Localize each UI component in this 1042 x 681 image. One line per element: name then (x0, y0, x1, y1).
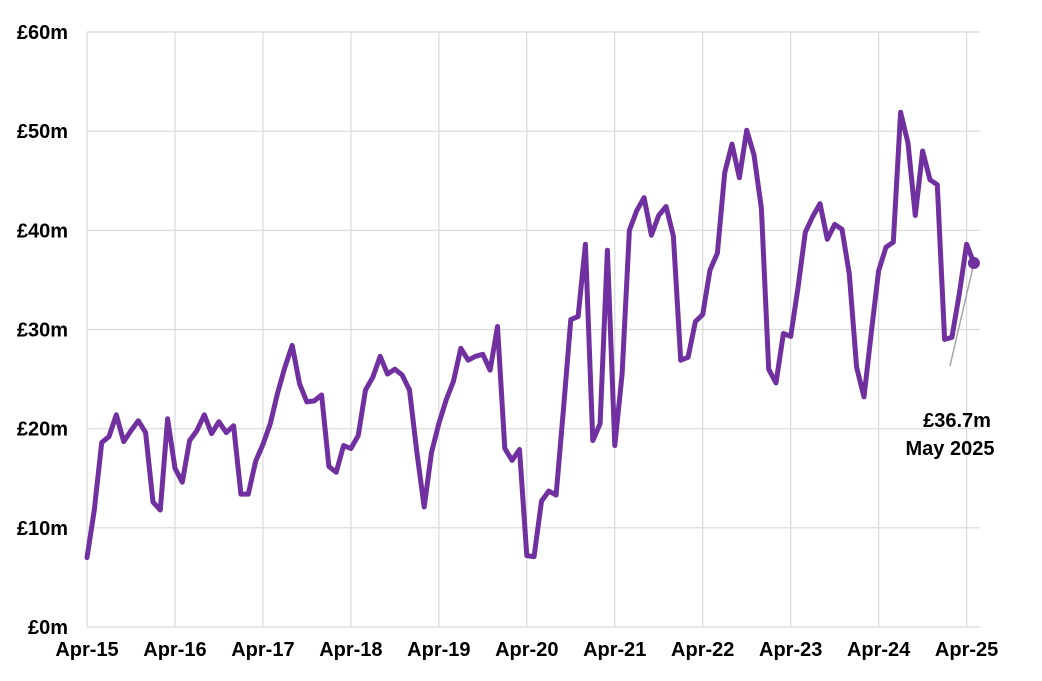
y-tick-label: £30m (17, 320, 68, 342)
annotation-point-marker (967, 257, 980, 270)
x-tick-label: Apr-20 (495, 639, 558, 661)
x-tick-label: Apr-22 (671, 639, 734, 661)
series-line-layer (84, 109, 977, 561)
y-axis-tick-labels: £0m £10m £20m £30m £40m £50m £60m (17, 22, 68, 639)
x-tick-label: Apr-24 (847, 639, 911, 661)
y-tick-label: £10m (17, 518, 68, 540)
x-tick-label: Apr-16 (143, 639, 206, 661)
x-tick-label: Apr-21 (583, 639, 646, 661)
y-tick-label: £40m (17, 220, 68, 242)
x-tick-label: Apr-15 (55, 639, 118, 661)
y-tick-label: £60m (17, 22, 68, 44)
y-tick-label: £20m (17, 419, 68, 441)
grid-lines (86, 31, 980, 628)
x-axis-tick-labels: Apr-15 Apr-16 Apr-17 Apr-18 Apr-19 Apr-20 Apr-… (55, 639, 998, 661)
annotation-date-label: May 2025 (906, 438, 995, 460)
x-tick-label: Apr-19 (407, 639, 470, 661)
x-tick-label: Apr-17 (231, 639, 294, 661)
annotation-value-label: £36.7m (923, 410, 991, 432)
series-line (84, 109, 977, 561)
x-tick-label: Apr-25 (935, 639, 998, 661)
y-tick-label: £50m (17, 121, 68, 143)
y-tick-label: £0m (28, 617, 68, 639)
x-tick-label: Apr-23 (759, 639, 822, 661)
annotation-leader-line (949, 262, 975, 367)
x-tick-label: Apr-18 (319, 639, 382, 661)
annotation-layer: £36.7m May 2025 (906, 257, 995, 460)
